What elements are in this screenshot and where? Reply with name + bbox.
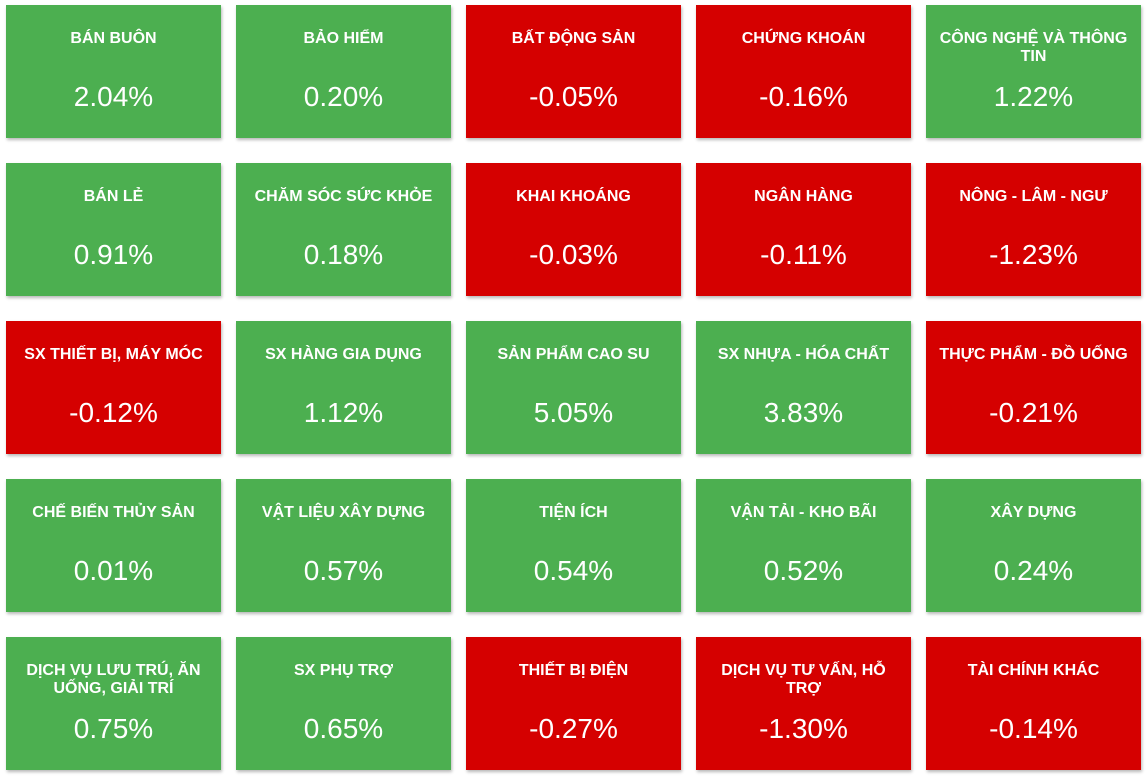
sector-tile[interactable]: SX HÀNG GIA DỤNG 1.12% — [236, 321, 451, 454]
sector-change: 2.04% — [73, 81, 154, 112]
sector-tile[interactable]: BẤT ĐỘNG SẢN -0.05% — [466, 5, 681, 138]
sector-name: TÀI CHÍNH KHÁC — [967, 662, 1100, 679]
sector-name: SX NHỰA - HÓA CHẤT — [717, 346, 890, 363]
sector-name: VẬT LIỆU XÂY DỰNG — [261, 504, 426, 521]
sector-name: NÔNG - LÂM - NGƯ — [959, 188, 1108, 205]
sector-change: -1.30% — [759, 713, 848, 744]
sector-name: SX HÀNG GIA DỤNG — [265, 346, 422, 363]
sector-name: BÁN BUÔN — [70, 30, 157, 47]
sector-change: 0.54% — [533, 555, 614, 586]
sector-change: 1.22% — [993, 81, 1074, 112]
sector-change: -0.12% — [69, 397, 158, 428]
sector-tile[interactable]: TIỆN ÍCH 0.54% — [466, 479, 681, 612]
sector-change: 0.24% — [993, 555, 1074, 586]
sector-tile[interactable]: TÀI CHÍNH KHÁC -0.14% — [926, 637, 1141, 770]
sector-change: 0.75% — [73, 713, 154, 744]
sector-change: 5.05% — [533, 397, 614, 428]
sector-tile[interactable]: NÔNG - LÂM - NGƯ -1.23% — [926, 163, 1141, 296]
sector-change: -0.21% — [989, 397, 1078, 428]
sector-tile[interactable]: BÁN BUÔN 2.04% — [6, 5, 221, 138]
sector-tile[interactable]: SX THIẾT BỊ, MÁY MÓC -0.12% — [6, 321, 221, 454]
sector-tile[interactable]: THỰC PHẨM - ĐỒ UỐNG -0.21% — [926, 321, 1141, 454]
sector-change: -0.27% — [529, 713, 618, 744]
sector-tile[interactable]: DỊCH VỤ TƯ VẤN, HỖ TRỢ -1.30% — [696, 637, 911, 770]
sector-name: TIỆN ÍCH — [539, 504, 608, 521]
sector-name: SX PHỤ TRỢ — [294, 662, 393, 679]
sector-tile[interactable]: KHAI KHOÁNG -0.03% — [466, 163, 681, 296]
sector-change: 0.91% — [73, 239, 154, 270]
sector-name: SX THIẾT BỊ, MÁY MÓC — [24, 346, 203, 363]
sector-name: XÂY DỰNG — [990, 504, 1077, 521]
sector-change: 0.20% — [303, 81, 384, 112]
sector-change: -0.05% — [529, 81, 618, 112]
sector-tile[interactable]: VẬT LIỆU XÂY DỰNG 0.57% — [236, 479, 451, 612]
sector-change: -0.14% — [989, 713, 1078, 744]
sector-tile[interactable]: CÔNG NGHỆ VÀ THÔNG TIN 1.22% — [926, 5, 1141, 138]
sector-change: 0.57% — [303, 555, 384, 586]
sector-tile[interactable]: CHĂM SÓC SỨC KHỎE 0.18% — [236, 163, 451, 296]
sector-tile[interactable]: CHỨNG KHOÁN -0.16% — [696, 5, 911, 138]
sector-tile[interactable]: BẢO HIỂM 0.20% — [236, 5, 451, 138]
sector-tile[interactable]: DỊCH VỤ LƯU TRÚ, ĂN UỐNG, GIẢI TRÍ 0.75% — [6, 637, 221, 770]
sector-tile[interactable]: VẬN TẢI - KHO BÃI 0.52% — [696, 479, 911, 612]
sector-tile[interactable]: SX NHỰA - HÓA CHẤT 3.83% — [696, 321, 911, 454]
sector-tile[interactable]: THIẾT BỊ ĐIỆN -0.27% — [466, 637, 681, 770]
sector-name: BẢO HIỂM — [303, 30, 384, 47]
sector-tile[interactable]: SẢN PHẨM CAO SU 5.05% — [466, 321, 681, 454]
sector-name: CHẾ BIẾN THỦY SẢN — [32, 504, 195, 521]
sector-change: 0.18% — [303, 239, 384, 270]
sector-name: BÁN LẺ — [83, 188, 144, 205]
sector-name: DỊCH VỤ LƯU TRÚ, ĂN UỐNG, GIẢI TRÍ — [26, 662, 201, 697]
sector-tile[interactable]: SX PHỤ TRỢ 0.65% — [236, 637, 451, 770]
sector-change: -0.16% — [759, 81, 848, 112]
sector-name: NGÂN HÀNG — [754, 188, 853, 205]
sector-change: -0.11% — [760, 239, 847, 270]
sector-change: 0.65% — [303, 713, 384, 744]
sector-name: DỊCH VỤ TƯ VẤN, HỖ TRỢ — [721, 662, 886, 697]
sector-change: -0.03% — [529, 239, 618, 270]
sector-name: BẤT ĐỘNG SẢN — [511, 30, 636, 47]
sector-name: SẢN PHẨM CAO SU — [497, 346, 650, 363]
sector-name: VẬN TẢI - KHO BÃI — [730, 504, 877, 521]
sector-name: CÔNG NGHỆ VÀ THÔNG TIN — [939, 30, 1128, 65]
sector-change: 1.12% — [303, 397, 384, 428]
sector-change: -1.23% — [989, 239, 1078, 270]
sector-change: 0.01% — [73, 555, 154, 586]
sector-tile[interactable]: NGÂN HÀNG -0.11% — [696, 163, 911, 296]
sector-tile[interactable]: CHẾ BIẾN THỦY SẢN 0.01% — [6, 479, 221, 612]
sector-name: THỰC PHẨM - ĐỒ UỐNG — [939, 346, 1128, 363]
sector-name: THIẾT BỊ ĐIỆN — [518, 662, 629, 679]
sector-change: 3.83% — [763, 397, 844, 428]
sector-change: 0.52% — [763, 555, 844, 586]
sector-tile[interactable]: XÂY DỰNG 0.24% — [926, 479, 1141, 612]
sector-name: CHĂM SÓC SỨC KHỎE — [254, 188, 433, 205]
sector-name: KHAI KHOÁNG — [516, 188, 631, 205]
sector-tile[interactable]: BÁN LẺ 0.91% — [6, 163, 221, 296]
sector-name: CHỨNG KHOÁN — [741, 30, 866, 47]
